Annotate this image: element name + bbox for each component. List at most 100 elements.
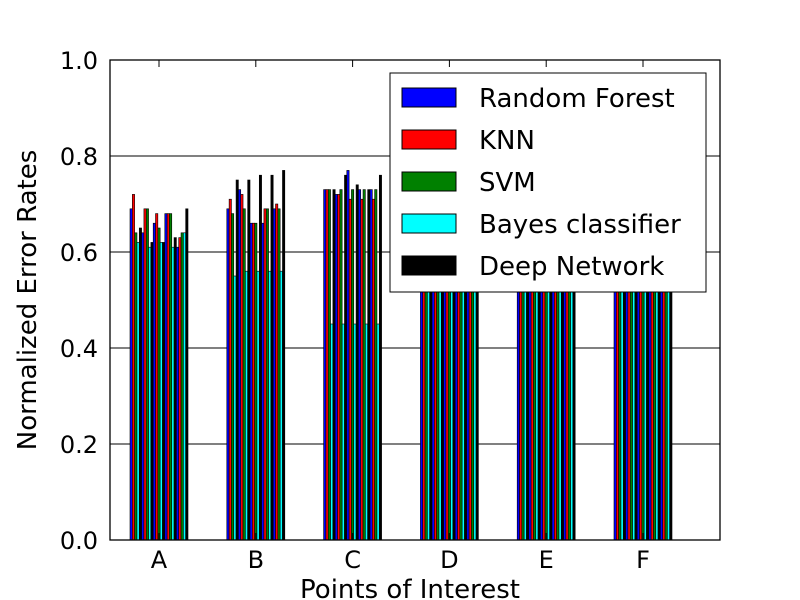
legend-swatch xyxy=(401,87,457,108)
x-axis-ticks: A B C D E F xyxy=(151,60,650,574)
bar xyxy=(570,251,574,541)
y-axis-label: Normalized Error Rates xyxy=(13,150,43,451)
bar xyxy=(159,242,163,541)
bar xyxy=(178,237,182,541)
bar xyxy=(145,208,149,541)
bar xyxy=(228,198,232,541)
bar xyxy=(632,251,636,541)
bar xyxy=(667,251,670,541)
x-tick-label: E xyxy=(539,546,554,574)
bar xyxy=(150,242,154,541)
bar xyxy=(183,232,186,541)
bar xyxy=(547,251,550,541)
bar xyxy=(438,251,442,541)
bar xyxy=(254,222,258,541)
bar xyxy=(369,189,373,541)
bar xyxy=(245,270,248,541)
bar xyxy=(233,275,237,541)
bar xyxy=(655,251,659,541)
y-tick-label: 1.0 xyxy=(60,47,98,75)
bar xyxy=(362,189,366,541)
y-tick-label: 0.4 xyxy=(60,335,98,363)
bar xyxy=(148,246,152,541)
bar xyxy=(164,213,168,541)
bar xyxy=(129,208,133,541)
bar xyxy=(157,227,161,541)
bar xyxy=(171,246,175,541)
bar xyxy=(242,208,246,541)
bar xyxy=(558,251,562,541)
legend-label: SVM xyxy=(479,168,536,198)
y-tick-label: 0.2 xyxy=(60,431,98,459)
legend: Random Forest KNN SVM Bayes classifier Deep … xyxy=(389,72,707,293)
bar xyxy=(143,208,147,541)
bar xyxy=(169,213,173,541)
bar xyxy=(249,222,253,541)
bar xyxy=(355,184,359,541)
bar xyxy=(339,189,343,541)
bar xyxy=(185,208,189,541)
bar xyxy=(323,189,327,541)
y-axis-ticks: 0.0 0.2 0.4 0.6 0.8 1.0 xyxy=(60,47,720,555)
bar xyxy=(427,251,430,541)
bar xyxy=(258,174,262,541)
bar xyxy=(272,208,276,541)
y-tick-label: 0.6 xyxy=(60,239,98,267)
bar xyxy=(351,189,355,541)
bar xyxy=(134,232,138,541)
x-axis-label: Points of Interest xyxy=(300,575,520,600)
bar xyxy=(240,194,244,541)
bar xyxy=(270,174,274,541)
plot-frame xyxy=(109,59,721,541)
bar xyxy=(235,179,239,541)
bar xyxy=(136,242,140,541)
bar xyxy=(166,213,170,541)
bar xyxy=(162,242,166,541)
bar xyxy=(327,189,331,541)
bar xyxy=(238,189,242,541)
bar xyxy=(365,323,368,541)
bar xyxy=(341,323,345,541)
bar xyxy=(620,251,624,541)
bar xyxy=(180,232,184,541)
bar xyxy=(358,189,362,541)
bar xyxy=(643,251,647,541)
bar xyxy=(337,194,341,541)
bar xyxy=(279,270,283,541)
bar xyxy=(231,213,235,541)
bar xyxy=(176,246,180,541)
bar xyxy=(360,198,364,541)
bar xyxy=(378,174,382,541)
bar xyxy=(344,174,348,541)
legend-label: Bayes classifier xyxy=(479,210,681,240)
bar xyxy=(353,323,357,541)
bar xyxy=(282,170,286,541)
bar xyxy=(376,323,380,541)
bar xyxy=(535,251,539,541)
x-tick-label: B xyxy=(248,546,264,574)
bar xyxy=(346,170,350,541)
bar xyxy=(374,189,378,541)
bar xyxy=(275,203,279,541)
x-tick-label: A xyxy=(151,546,168,574)
bar xyxy=(265,208,269,541)
bar xyxy=(332,189,336,541)
bar xyxy=(247,179,251,541)
bar xyxy=(152,222,156,541)
bar xyxy=(334,194,338,541)
bar xyxy=(138,227,142,541)
bar xyxy=(330,323,334,541)
bar xyxy=(261,222,265,541)
y-tick-label: 0.0 xyxy=(60,527,98,555)
bar xyxy=(173,237,177,541)
x-tick-label: F xyxy=(636,546,650,574)
bar xyxy=(252,222,255,541)
x-tick-label: D xyxy=(440,546,458,574)
legend-swatch xyxy=(401,255,457,276)
bar xyxy=(372,198,375,541)
bar xyxy=(348,198,352,541)
legend-label: Deep Network xyxy=(479,252,664,282)
bar xyxy=(277,208,281,541)
legend-label: Random Forest xyxy=(479,84,675,114)
